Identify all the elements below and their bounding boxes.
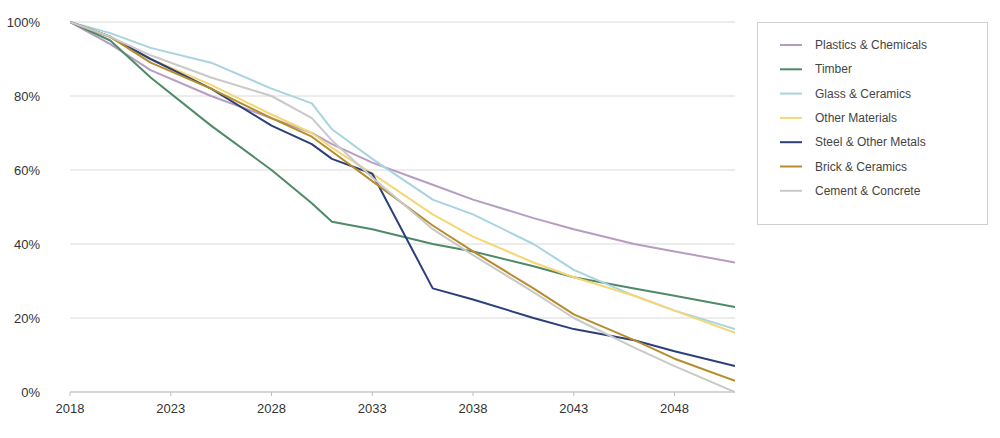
x-axis-line <box>70 392 735 393</box>
legend-label: Steel & Other Metals <box>815 135 926 149</box>
grid-line <box>70 392 735 393</box>
grid-line <box>70 170 735 171</box>
x-tick <box>70 392 71 396</box>
x-tick-label: 2023 <box>156 401 185 416</box>
series-line <box>70 22 735 392</box>
y-tick-label: 0% <box>21 385 40 400</box>
legend-swatch <box>780 166 802 168</box>
x-tick <box>372 392 373 396</box>
y-tick-label: 60% <box>14 163 40 178</box>
x-tick-label: 2043 <box>559 401 588 416</box>
legend-swatch <box>780 44 802 46</box>
legend-swatch <box>780 141 802 143</box>
legend-label: Plastics & Chemicals <box>815 38 927 52</box>
series-line <box>70 22 735 263</box>
x-tick-label: 2018 <box>56 401 85 416</box>
chart: 0% 20% 40% 60% 80% 100% 2018 2023 2028 2033 2038 20… <box>0 0 1000 438</box>
legend-label: Glass & Ceramics <box>815 87 911 101</box>
legend-swatch <box>780 68 802 70</box>
x-tick-label: 2028 <box>257 401 286 416</box>
legend-swatch <box>780 117 802 119</box>
x-tick <box>473 392 474 396</box>
x-tick <box>170 392 171 396</box>
x-tick <box>573 392 574 396</box>
y-tick-label: 20% <box>14 311 40 326</box>
legend-label: Timber <box>815 62 852 76</box>
plot-area <box>70 22 735 392</box>
grid-line <box>70 96 735 97</box>
series-line <box>70 22 735 381</box>
x-tick-label: 2038 <box>459 401 488 416</box>
series-line <box>70 22 735 307</box>
y-tick-label: 40% <box>14 237 40 252</box>
legend-label: Cement & Concrete <box>815 184 921 198</box>
y-tick-label: 100% <box>7 15 41 30</box>
x-tick <box>271 392 272 396</box>
y-tick-label: 80% <box>14 89 40 104</box>
legend-label: Brick & Ceramics <box>815 160 907 174</box>
legend-label: Other Materials <box>815 111 897 125</box>
grid-line <box>70 318 735 319</box>
x-tick-label: 2048 <box>660 401 689 416</box>
series-line <box>70 22 735 366</box>
x-tick-label: 2033 <box>358 401 387 416</box>
legend-box <box>758 23 988 225</box>
legend-swatch <box>780 93 802 95</box>
grid-line <box>70 22 735 23</box>
legend-swatch <box>780 190 802 192</box>
x-tick <box>674 392 675 396</box>
